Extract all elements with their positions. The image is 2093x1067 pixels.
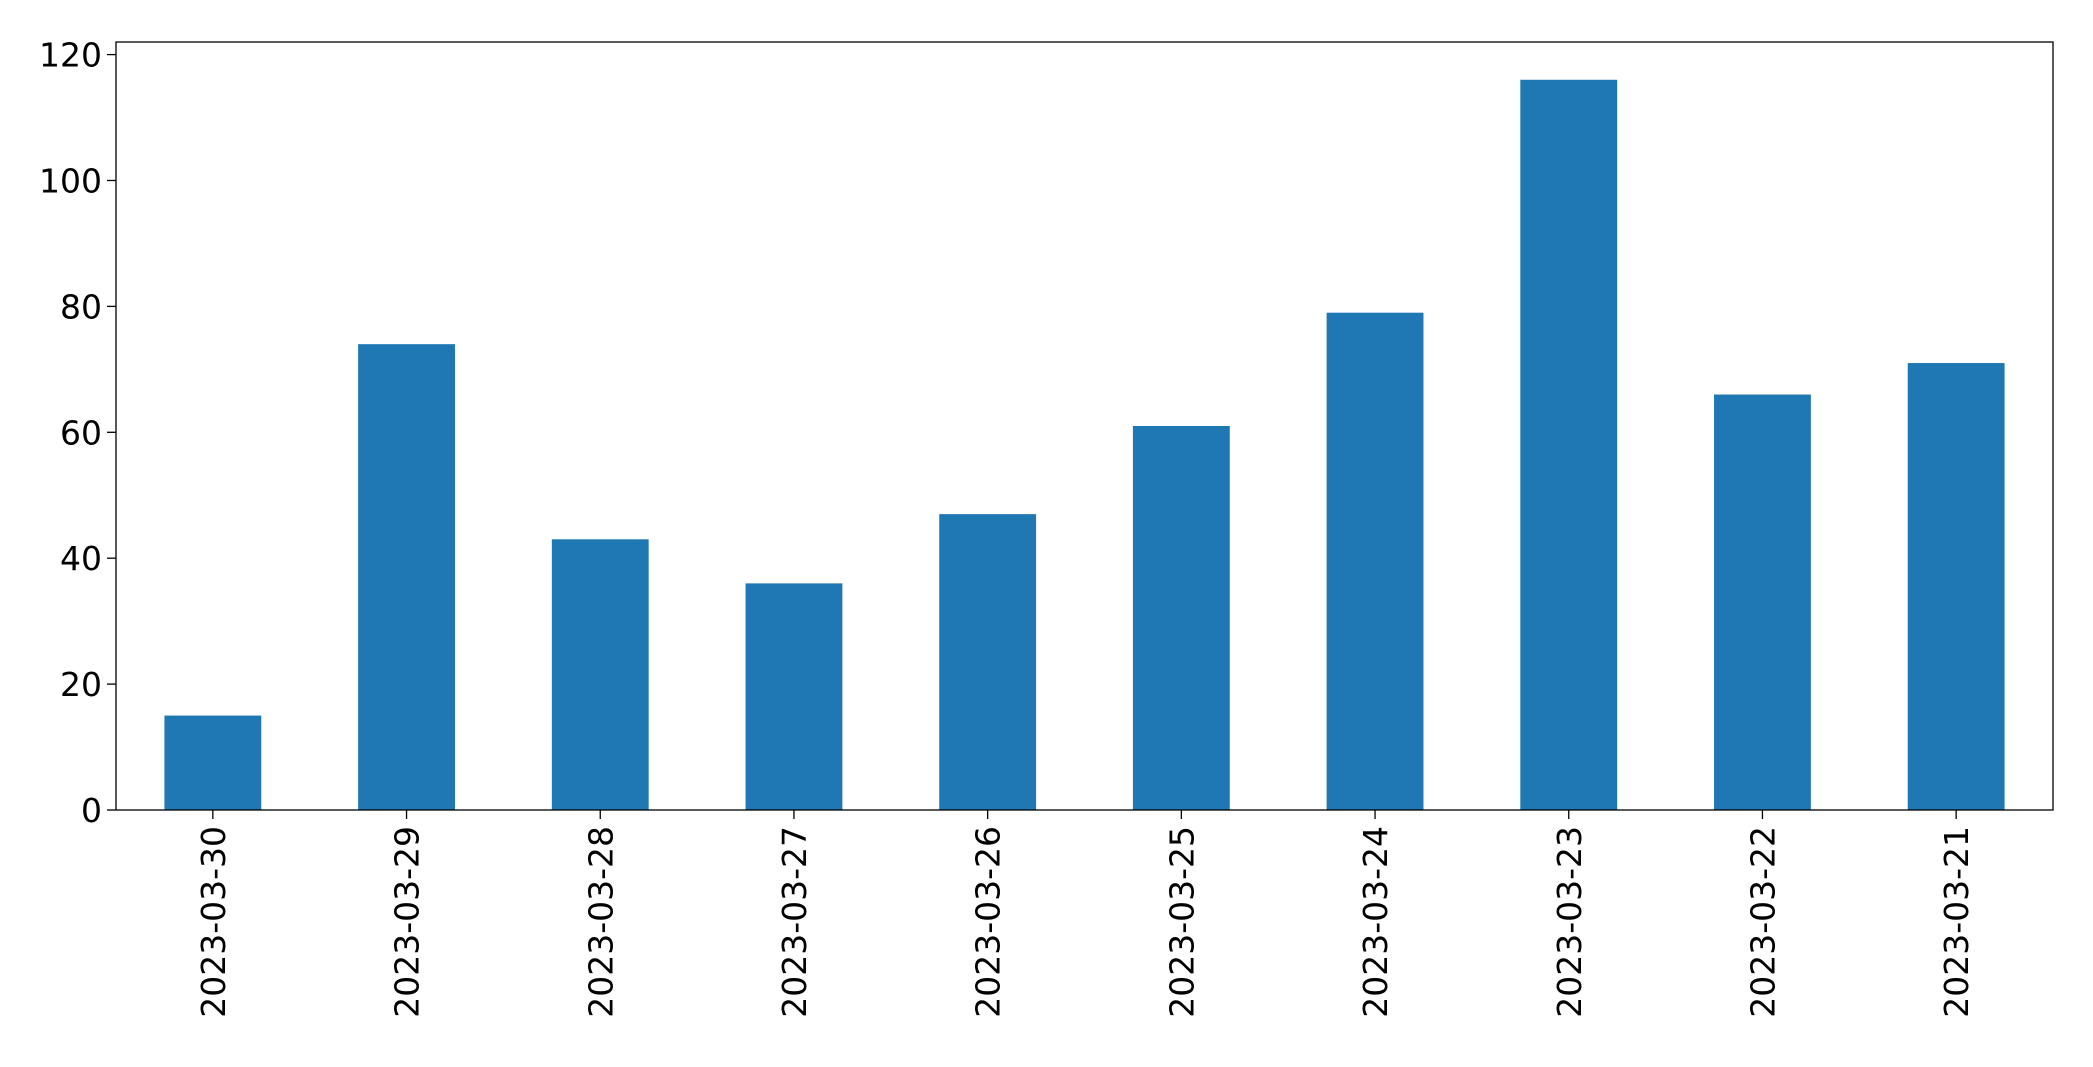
bar-2023-03-21 xyxy=(1907,363,2005,810)
x-tick-label: 2023-03-25 xyxy=(1162,826,1201,1018)
y-tick-label: 20 xyxy=(60,665,102,704)
y-tick-label: 120 xyxy=(39,36,102,75)
x-tick-label: 2023-03-30 xyxy=(194,826,233,1018)
x-tick-label: 2023-03-27 xyxy=(775,826,814,1018)
plot-frame xyxy=(115,41,2054,811)
x-tick-label: 2023-03-21 xyxy=(1937,826,1976,1018)
y-tick-label: 40 xyxy=(60,539,102,578)
x-tick-label: 2023-03-26 xyxy=(969,826,1008,1018)
bar-2023-03-25 xyxy=(1132,426,1230,810)
bar-2023-03-28 xyxy=(551,539,649,810)
bar-2023-03-26 xyxy=(939,514,1037,810)
y-tick-label: 80 xyxy=(60,287,102,326)
bar-2023-03-22 xyxy=(1714,394,1811,810)
bar-2023-03-29 xyxy=(358,344,455,810)
bar-2023-03-24 xyxy=(1326,312,1424,810)
x-tick-label: 2023-03-24 xyxy=(1356,826,1395,1018)
x-tick-label: 2023-03-28 xyxy=(581,826,620,1018)
y-axis: 0 20 40 60 80 100 120 xyxy=(39,36,116,830)
x-tick-label: 2023-03-29 xyxy=(388,826,427,1018)
bar-2023-03-30 xyxy=(164,715,262,810)
x-axis: 2023-03-30 2023-03-29 2023-03-28 2023-03-27… xyxy=(194,810,1976,1018)
x-tick-label: 2023-03-22 xyxy=(1743,826,1782,1018)
y-tick-label: 100 xyxy=(39,161,102,200)
bars-layer xyxy=(164,79,2005,810)
y-tick-label: 0 xyxy=(81,791,102,830)
x-tick-label: 2023-03-23 xyxy=(1550,826,1589,1018)
y-tick-label: 60 xyxy=(60,413,102,452)
bar-2023-03-23 xyxy=(1520,79,1618,810)
bar-2023-03-27 xyxy=(745,583,843,810)
